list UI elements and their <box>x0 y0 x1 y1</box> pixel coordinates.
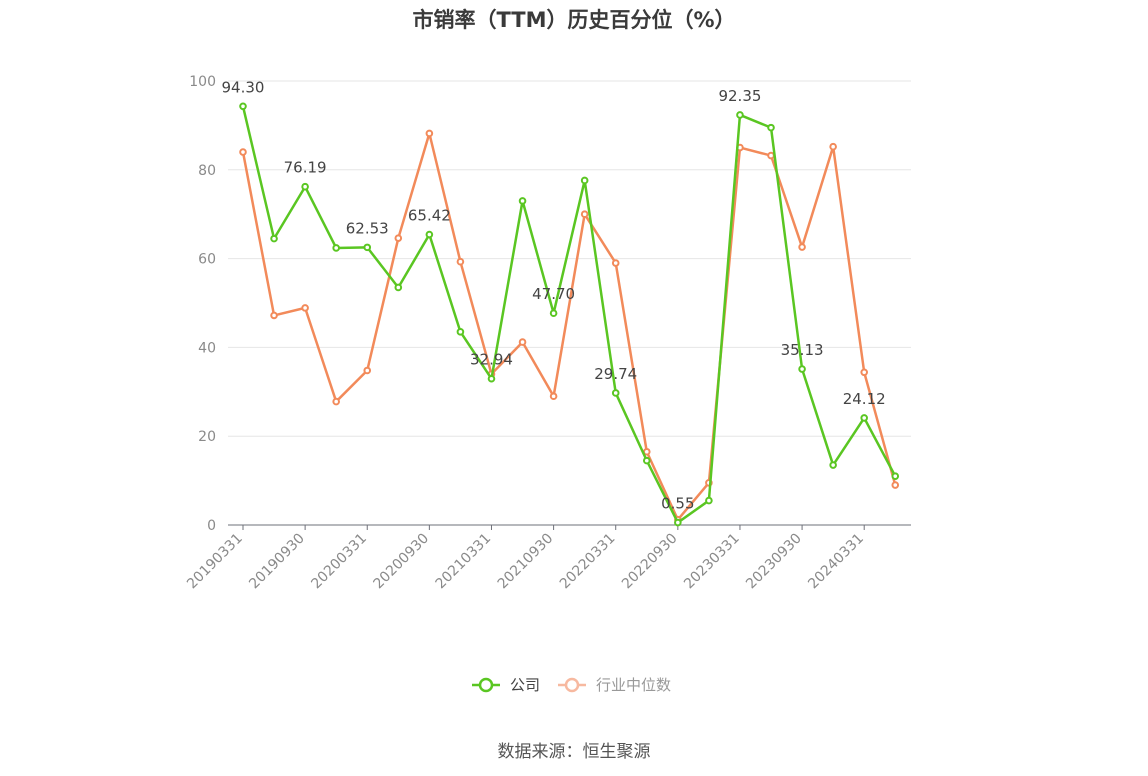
series-0-point <box>487 374 496 383</box>
x-tick-label: 20240331 <box>805 531 867 593</box>
data-label: 32.94 <box>470 351 513 369</box>
legend-marker <box>478 677 494 693</box>
chart-title: 市销率（TTM）历史百分位（%） <box>412 8 736 32</box>
legend-label: 公司 <box>510 676 540 694</box>
x-tick-label: 20190331 <box>184 531 246 593</box>
data-label: 35.13 <box>781 341 824 359</box>
series-1-point <box>829 142 837 151</box>
x-tick-label: 20210930 <box>495 531 557 593</box>
series-0-point <box>332 244 340 252</box>
legend-marker <box>564 677 580 693</box>
series-0-point <box>891 472 900 480</box>
data-label: 62.53 <box>346 219 389 237</box>
series-line-1 <box>241 132 897 521</box>
data-label: 76.19 <box>284 159 327 177</box>
series-0-point <box>394 283 403 292</box>
series-0-point <box>674 518 682 527</box>
series-1-point <box>332 397 340 406</box>
series-0-point <box>363 243 372 252</box>
series-line-0 <box>241 106 897 524</box>
data-label: 92.35 <box>718 87 761 105</box>
y-tick-label: 60 <box>198 252 216 268</box>
series-0-point <box>456 328 465 336</box>
series-1-point <box>549 392 558 401</box>
series-1-point <box>301 304 309 312</box>
x-tick-label: 20230331 <box>681 531 743 593</box>
series-0-point <box>549 309 558 318</box>
series-1-point <box>891 481 900 489</box>
series-0-point <box>642 456 651 465</box>
y-tick-label: 20 <box>198 429 216 445</box>
legend-label: 行业中位数 <box>596 676 671 694</box>
y-tick-label: 0 <box>207 518 216 534</box>
data-label: 24.12 <box>843 390 886 408</box>
data-label: 47.70 <box>532 285 575 303</box>
series-0-point <box>829 461 837 469</box>
series-0-point <box>580 176 589 185</box>
legend-item-1: 行业中位数 <box>558 676 671 694</box>
series-0-point <box>860 414 869 422</box>
series-0-point <box>736 111 744 119</box>
series-0-point <box>798 365 806 373</box>
series-0-point <box>518 197 527 205</box>
series-1-point <box>767 151 775 160</box>
series-0-point <box>767 123 775 132</box>
x-tick-label: 20210331 <box>433 531 495 593</box>
data-label: 65.42 <box>408 207 451 225</box>
series-1-point <box>425 129 434 138</box>
series-0-point <box>611 389 620 397</box>
series-0-point <box>239 102 247 111</box>
x-tick-label: 20220930 <box>619 531 681 593</box>
x-tick-label: 20200930 <box>370 531 432 593</box>
series-1-point <box>456 257 465 266</box>
x-tick-label: 20190930 <box>246 531 308 593</box>
y-tick-label: 80 <box>198 163 216 179</box>
x-tick-label: 20220331 <box>557 531 619 593</box>
legend-item-0: 公司 <box>472 676 540 694</box>
x-tick-label: 20230930 <box>743 531 805 593</box>
series-1-point <box>611 259 620 267</box>
data-label: 0.55 <box>661 495 694 513</box>
series-1-point <box>798 243 806 251</box>
x-tick-label: 20200331 <box>308 531 370 593</box>
series-1-point <box>580 210 589 218</box>
series-1-point <box>860 368 869 377</box>
series-0-point <box>705 496 713 505</box>
data-label: 94.30 <box>222 78 265 96</box>
series-1-point <box>270 311 278 320</box>
y-tick-label: 100 <box>189 74 216 90</box>
series-1-point <box>239 148 247 156</box>
series-0-point <box>425 230 434 239</box>
y-tick-label: 40 <box>198 340 216 356</box>
series-1-point <box>518 338 527 346</box>
series-0-point <box>270 234 278 243</box>
data-label: 29.74 <box>594 365 637 383</box>
series-1-point <box>363 366 372 375</box>
source-text: 数据来源：恒生聚源 <box>497 742 651 762</box>
series-1-point <box>394 234 403 242</box>
series-0-point <box>301 182 309 191</box>
